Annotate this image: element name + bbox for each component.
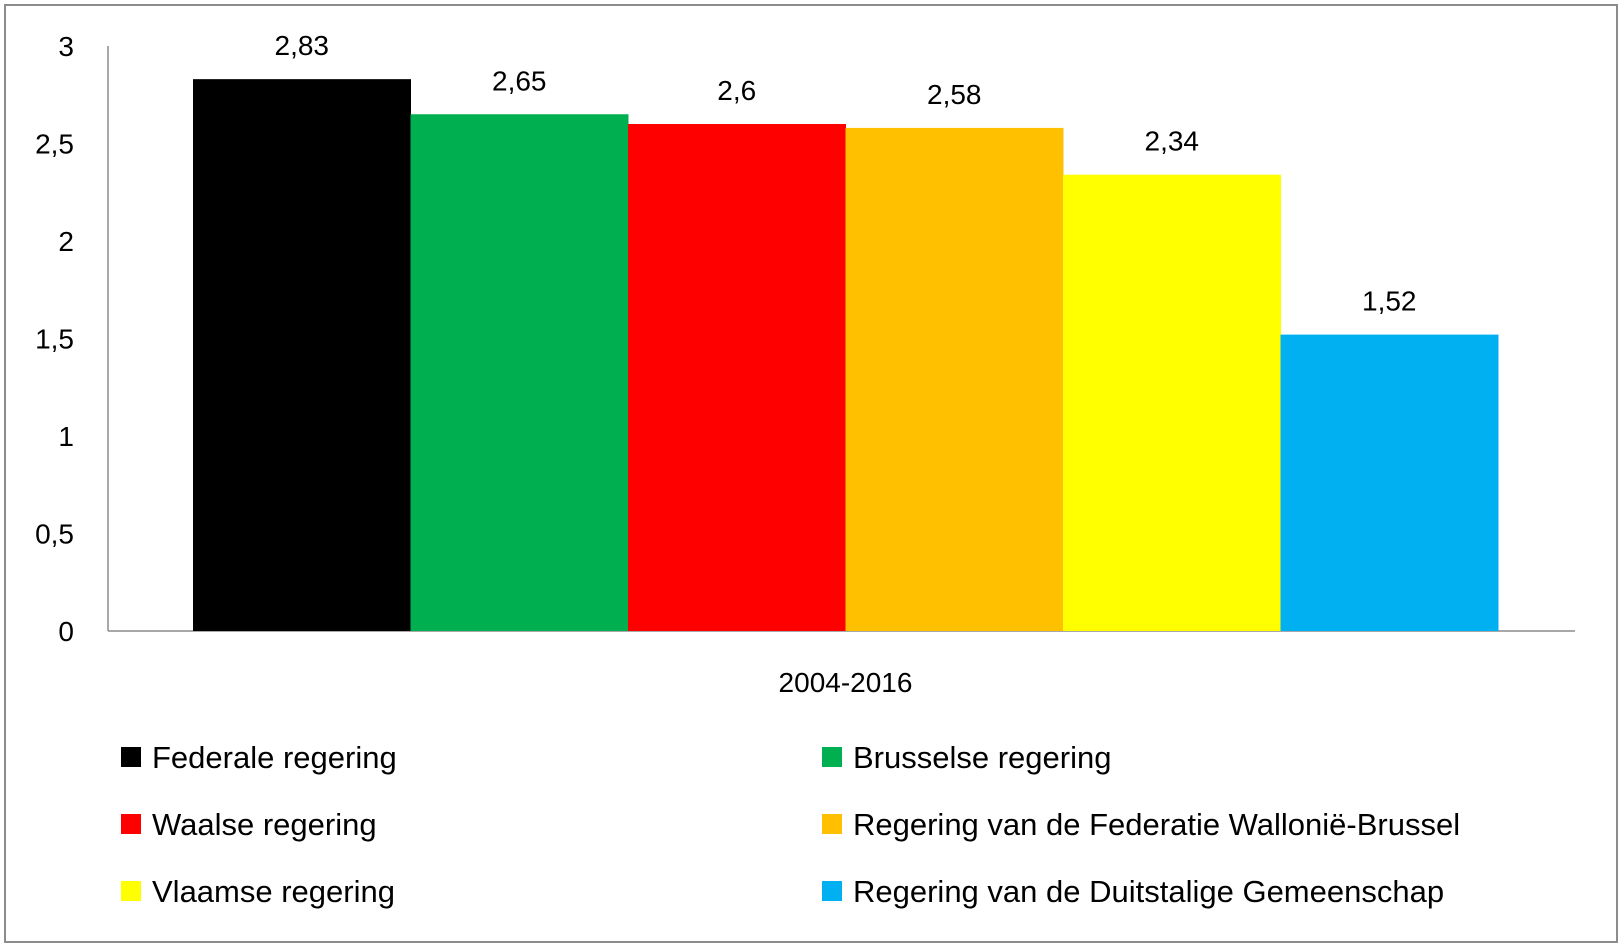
y-tick-label: 2,5 (35, 129, 74, 160)
legend-swatch (822, 747, 842, 767)
x-category-label: 2004-2016 (779, 667, 913, 698)
legend-item: Federale regering (121, 740, 397, 775)
bar (1063, 174, 1281, 631)
legend-label: Federale regering (152, 740, 397, 775)
legend-label: Regering van de Duitstalige Gemeenschap (853, 874, 1444, 909)
legend-swatch (121, 747, 141, 767)
data-label: 2,83 (275, 30, 330, 61)
bar (628, 124, 846, 631)
legend-swatch (822, 881, 842, 901)
data-label: 2,65 (492, 65, 547, 96)
legend-item: Waalse regering (121, 807, 377, 842)
y-axis-ticks: 0 0,5 1 1,5 2 2,5 3 (35, 31, 74, 647)
legend-label: Waalse regering (152, 807, 377, 842)
data-label: 1,52 (1362, 286, 1417, 317)
y-tick-label: 0 (58, 616, 74, 647)
legend-swatch (121, 814, 141, 834)
data-label: 2,58 (927, 79, 982, 110)
legend-swatch (822, 814, 842, 834)
category-labels: 2004-2016 (779, 667, 913, 698)
y-tick-label: 2 (58, 226, 74, 257)
bar (410, 114, 629, 631)
y-tick-label: 1,5 (35, 324, 74, 355)
legend: Federale regering Brusselse regering Waals… (121, 740, 1460, 909)
legend-swatch (121, 881, 141, 901)
data-label: 2,6 (717, 75, 756, 106)
y-tick-label: 3 (58, 31, 74, 62)
legend-item: Regering van de Federatie Wallonië-Bruss… (822, 807, 1460, 842)
legend-label: Regering van de Federatie Wallonië-Bruss… (853, 807, 1460, 842)
data-labels: 2,83 2,65 2,6 2,58 2,34 1,52 (275, 30, 1417, 316)
legend-label: Brusselse regering (853, 740, 1111, 775)
legend-label: Vlaamse regering (152, 874, 395, 909)
bars (193, 79, 1499, 632)
y-tick-label: 1 (58, 421, 74, 452)
legend-item: Vlaamse regering (121, 874, 395, 909)
data-label: 2,34 (1145, 126, 1200, 157)
y-tick-label: 0,5 (35, 519, 74, 550)
bar (845, 127, 1064, 632)
legend-item: Regering van de Duitstalige Gemeenschap (822, 874, 1444, 909)
legend-item: Brusselse regering (822, 740, 1111, 775)
bar (1280, 334, 1499, 631)
bar (193, 79, 411, 631)
